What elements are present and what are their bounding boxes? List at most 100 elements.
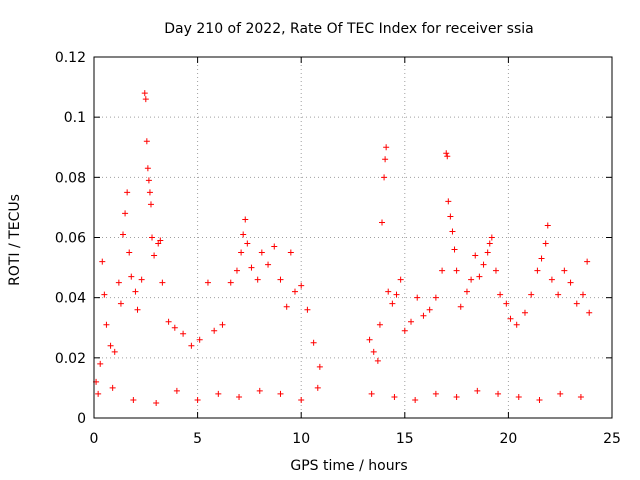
data-point	[497, 291, 504, 298]
data-point	[432, 390, 439, 397]
data-point	[144, 165, 151, 172]
y-tick-label: 0.04	[55, 291, 86, 307]
data-point	[534, 267, 541, 274]
data-point	[447, 213, 454, 220]
grid-lines	[94, 57, 612, 418]
data-point	[180, 330, 187, 337]
data-point	[544, 222, 551, 229]
data-point	[111, 348, 118, 355]
data-point	[586, 309, 593, 316]
data-point	[271, 243, 278, 250]
data-point	[277, 276, 284, 283]
data-point	[391, 393, 398, 400]
data-point	[115, 279, 122, 286]
data-point	[173, 387, 180, 394]
data-point	[238, 249, 245, 256]
data-point	[240, 231, 247, 238]
data-point	[147, 201, 154, 208]
data-point	[117, 300, 124, 307]
data-point	[227, 279, 234, 286]
data-point	[451, 246, 458, 253]
data-point	[97, 360, 104, 367]
y-tick-label: 0.08	[55, 170, 86, 186]
data-point	[159, 279, 166, 286]
data-point	[134, 306, 141, 313]
data-point	[379, 219, 386, 226]
data-point	[277, 390, 284, 397]
data-point	[145, 177, 152, 184]
data-point	[99, 258, 106, 265]
data-point	[557, 390, 564, 397]
data-point	[480, 261, 487, 268]
data-point	[256, 387, 263, 394]
y-tick-label: 0.12	[55, 50, 86, 66]
data-point	[476, 273, 483, 280]
data-point	[143, 138, 150, 145]
data-point	[420, 312, 427, 319]
data-point	[472, 252, 479, 259]
data-point	[124, 189, 131, 196]
data-point	[507, 315, 514, 322]
data-point	[298, 282, 305, 289]
data-points	[93, 90, 593, 406]
data-point	[128, 273, 135, 280]
data-point	[584, 258, 591, 265]
data-point	[120, 231, 127, 238]
data-point	[155, 240, 162, 247]
data-point	[258, 249, 265, 256]
x-tick-label: 20	[499, 431, 517, 447]
x-tick-label: 25	[603, 431, 621, 447]
data-point	[561, 267, 568, 274]
data-point	[316, 363, 323, 370]
x-tick-label: 15	[396, 431, 414, 447]
data-point	[132, 288, 139, 295]
data-point	[513, 321, 520, 328]
data-point	[382, 156, 389, 163]
data-point	[484, 249, 491, 256]
x-axis-label: GPS time / hours	[290, 458, 407, 474]
data-point	[233, 267, 240, 274]
data-point	[194, 396, 201, 403]
data-point	[443, 150, 450, 157]
data-point	[188, 342, 195, 349]
data-point	[368, 390, 375, 397]
data-point	[101, 291, 108, 298]
data-point	[151, 252, 158, 259]
data-point	[122, 210, 129, 217]
data-point	[95, 390, 102, 397]
data-point	[376, 321, 383, 328]
data-point	[468, 276, 475, 283]
data-point	[141, 90, 148, 97]
data-point	[385, 288, 392, 295]
x-tick-label: 5	[193, 431, 202, 447]
y-tick-label: 0	[77, 411, 86, 427]
data-point	[196, 336, 203, 343]
data-point	[204, 279, 211, 286]
data-point	[381, 174, 388, 181]
data-point	[310, 339, 317, 346]
data-point	[521, 309, 528, 316]
data-point	[265, 261, 272, 268]
data-point	[412, 396, 419, 403]
data-point	[236, 393, 243, 400]
data-point	[474, 387, 481, 394]
data-point	[146, 189, 153, 196]
data-point	[374, 357, 381, 364]
data-point	[503, 300, 510, 307]
data-point	[244, 240, 251, 247]
data-point	[383, 144, 390, 151]
data-point	[408, 318, 415, 325]
data-point	[304, 306, 311, 313]
data-point	[548, 276, 555, 283]
chart-title: Day 210 of 2022, Rate Of TEC Index for r…	[164, 21, 533, 37]
data-point	[515, 393, 522, 400]
data-point	[449, 228, 456, 235]
data-point	[103, 321, 110, 328]
data-point	[486, 240, 493, 247]
x-axis-ticks: 0 5 10 15 20 25	[90, 57, 621, 447]
data-point	[528, 291, 535, 298]
data-point	[283, 303, 290, 310]
data-point	[248, 264, 255, 271]
x-tick-label: 0	[90, 431, 99, 447]
